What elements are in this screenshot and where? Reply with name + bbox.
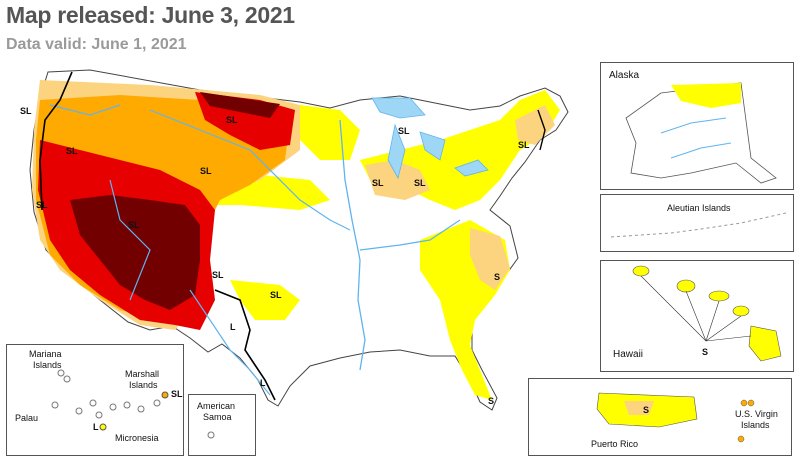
hawaii-label: Hawaii [613, 349, 643, 360]
impact-label: S [702, 347, 708, 357]
impact-label: S [643, 405, 649, 415]
d0-area-midwest [300, 105, 360, 160]
impact-label: SL [20, 106, 32, 116]
hawaii-island [708, 290, 730, 302]
island-marker [57, 369, 65, 377]
impact-label: SL [171, 389, 183, 399]
rio-grande [189, 289, 271, 396]
island-marker [123, 401, 131, 409]
impact-label: SL [398, 126, 410, 136]
d4-area-north-dakota [200, 92, 280, 118]
marshall-label-line2: Islands [129, 380, 158, 390]
impact-label: L [93, 422, 99, 432]
hawaii-impact-lines [640, 275, 752, 342]
d1-area-great-lakes [365, 160, 430, 200]
impact-label: S [488, 396, 494, 406]
american-samoa-label-line1: American [197, 401, 235, 411]
impact-label: SL [36, 200, 48, 210]
d4-area-southwest [70, 195, 200, 310]
d1-area-carolinas [470, 228, 510, 290]
alaska-outline [625, 82, 777, 184]
impact-label: SL [414, 178, 426, 188]
puerto-rico-label: Puerto Rico [591, 439, 638, 449]
island-marker [63, 375, 71, 383]
american-samoa-inset: American Samoa [188, 394, 256, 456]
alaska-rivers [660, 117, 732, 159]
map-subtitle: Data valid: June 1, 2021 [6, 36, 187, 53]
mariana-label-line2: Islands [33, 360, 62, 370]
usvi-island [747, 399, 755, 407]
mississippi-river [339, 119, 366, 371]
impact-label: S [494, 272, 500, 282]
island-marker [89, 399, 97, 407]
impact-label: SL [66, 146, 78, 156]
impact-label: SL [372, 178, 384, 188]
alaska-inset: Alaska [600, 62, 794, 190]
hawaii-island [676, 279, 696, 293]
impact-label: L [230, 322, 236, 332]
pacific-islands-inset: Mariana Islands Marshall Islands Palau M… [6, 344, 184, 456]
impact-line-maine [537, 109, 546, 151]
d1-area-puerto-rico [624, 401, 654, 415]
impact-label: SL [212, 270, 224, 280]
aleutian-chain [610, 212, 787, 238]
columbia-river [49, 104, 121, 116]
usvi-island [737, 435, 745, 443]
island-marker [109, 403, 117, 411]
marshall-label-line1: Marshall [125, 369, 159, 379]
map-title: Map released: June 3, 2021 [6, 2, 295, 28]
missouri-river [149, 109, 351, 231]
hawaii-island [632, 265, 650, 277]
aleutian-inset: Aleutian Islands [600, 194, 794, 252]
d0-area-alaska [671, 83, 741, 108]
palau-label: Palau [15, 413, 38, 423]
island-marker [75, 407, 83, 415]
great-lakes [371, 97, 489, 180]
hawaii-island [732, 305, 750, 317]
micronesia-label: Micronesia [115, 433, 159, 443]
usvi-label-line1: U.S. Virgin [735, 409, 778, 419]
impact-label: SL [518, 140, 530, 150]
island-marker [51, 401, 59, 409]
hawaii-inset: Hawaii S [600, 260, 794, 372]
hawaii-big-island [748, 325, 782, 362]
usvi-island [740, 399, 748, 407]
puerto-rico-inset: Puerto Rico U.S. Virgin Islands S [528, 378, 792, 456]
alaska-label: Alaska [609, 70, 639, 81]
impact-line-texas [214, 289, 276, 401]
impact-label: L [260, 378, 266, 388]
d0-area-texas [230, 280, 300, 320]
d1-area-new-england [515, 105, 555, 145]
american-samoa-label-line2: Samoa [203, 412, 232, 422]
impact-label: SL [128, 220, 140, 230]
impact-label: SL [200, 166, 212, 176]
impact-label: SL [226, 115, 238, 125]
island-marker [153, 399, 161, 407]
island-marker [137, 405, 145, 413]
impact-line-west [39, 71, 73, 211]
aleutian-label: Aleutian Islands [667, 203, 731, 213]
impact-label: SL [270, 290, 282, 300]
ohio-river [359, 219, 461, 251]
mariana-label-line1: Mariana [29, 349, 62, 359]
island-marker [161, 391, 169, 399]
island-marker [95, 411, 103, 419]
island-marker [99, 423, 107, 431]
colorado-river [109, 179, 151, 301]
usvi-label-line2: Islands [741, 420, 770, 430]
island-marker [207, 431, 215, 439]
